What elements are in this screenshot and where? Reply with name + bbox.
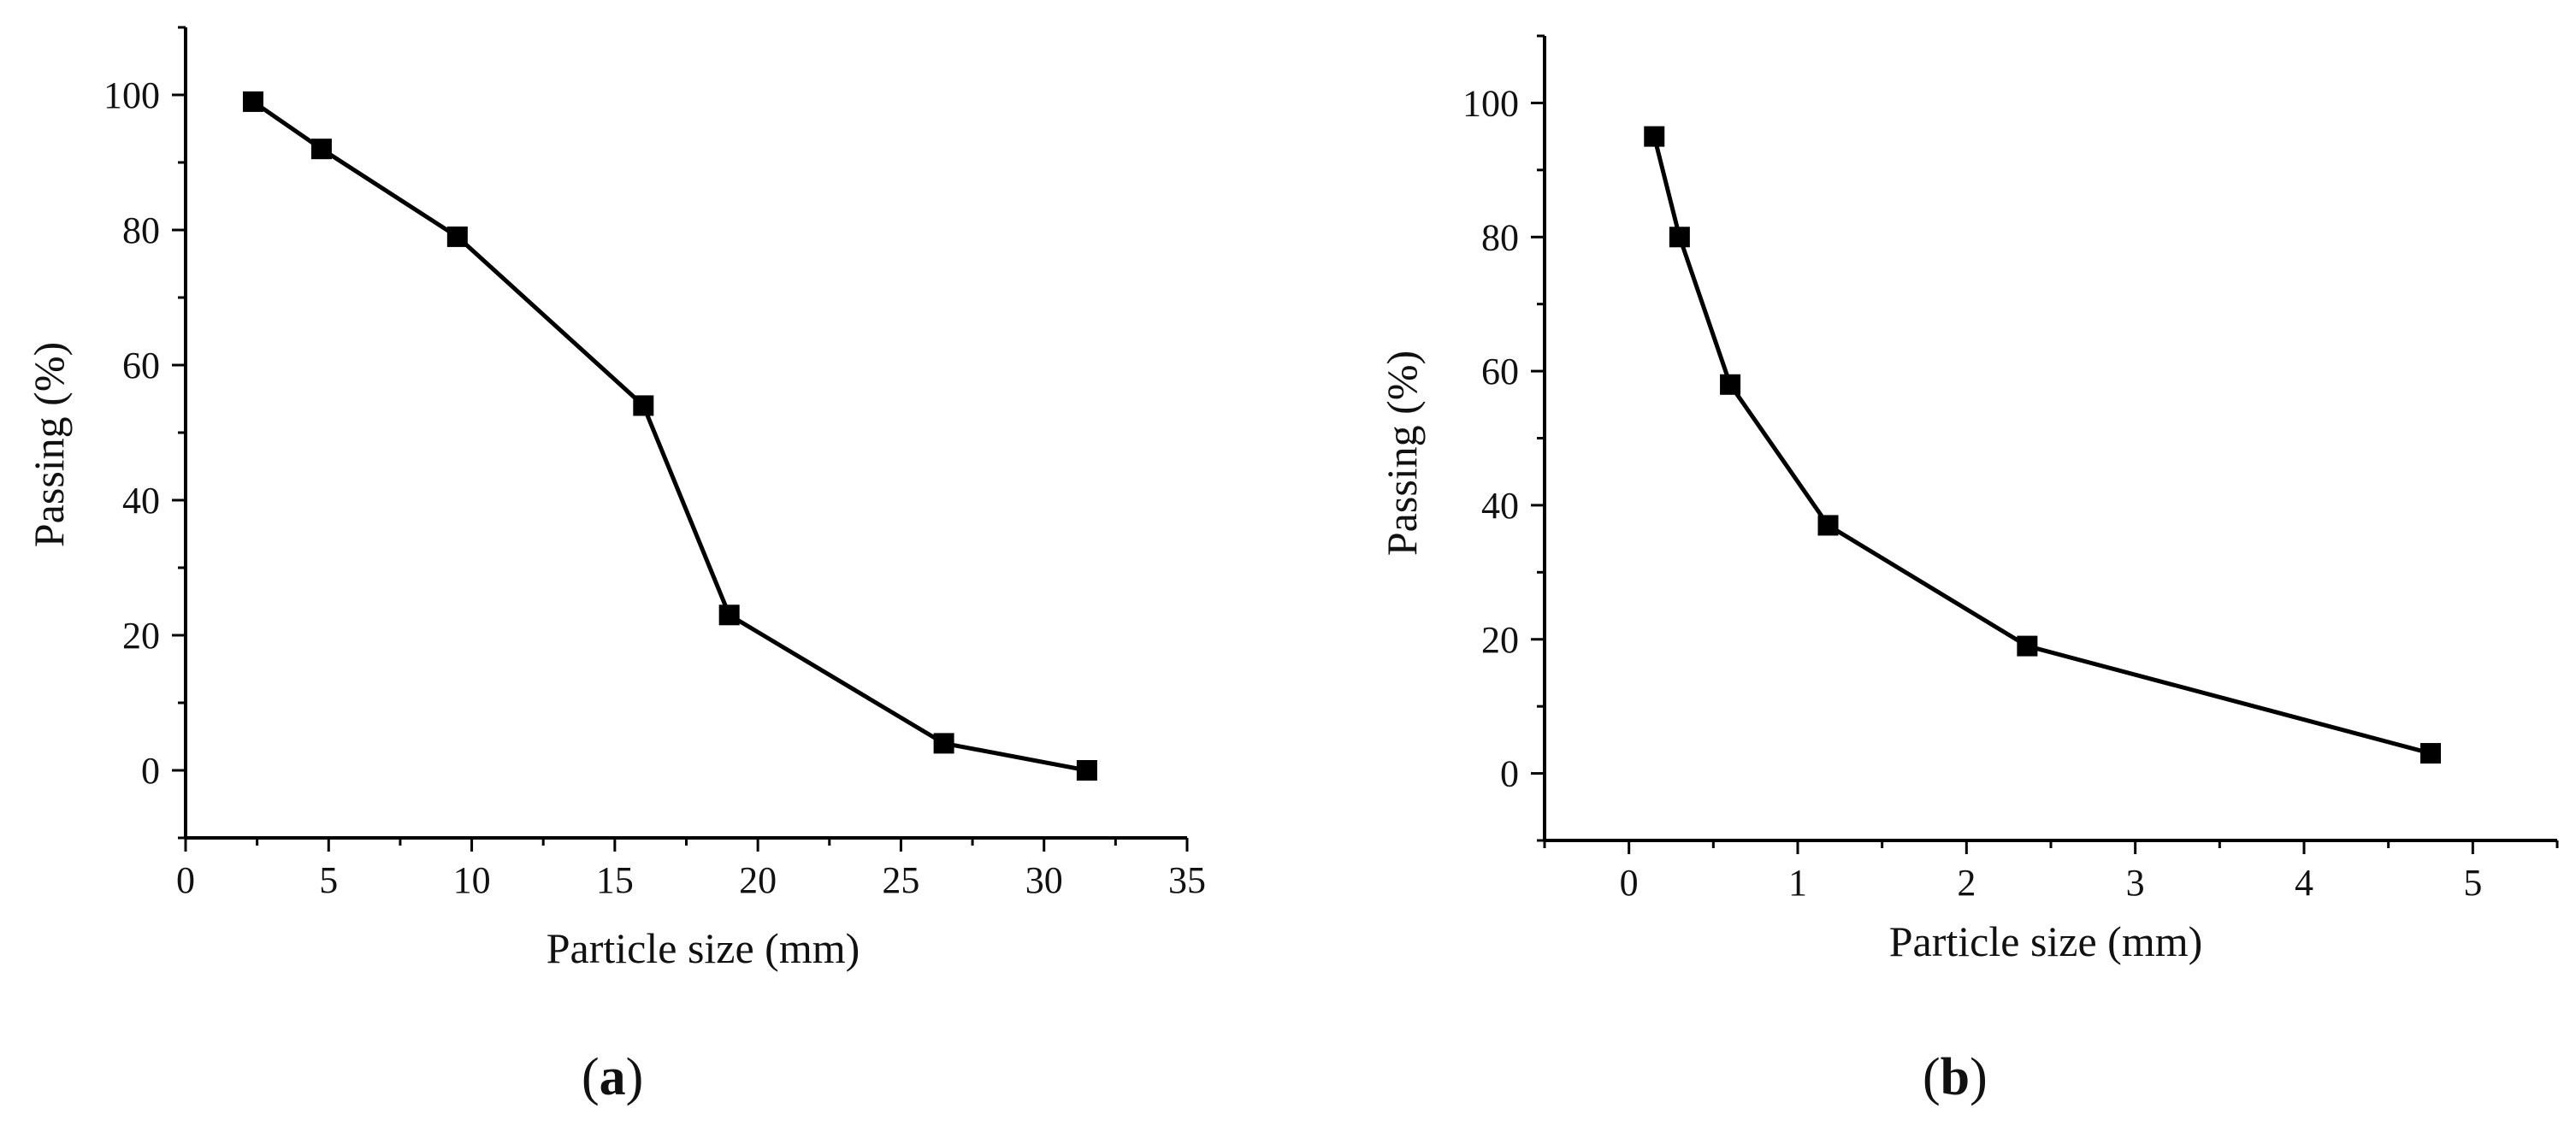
x-tick-label-a: 15: [596, 859, 634, 901]
data-point-a: [933, 733, 954, 754]
y-tick-label-a: 0: [141, 750, 160, 792]
panel-label-b: (b): [1923, 1048, 1988, 1106]
x-tick-label-a: 30: [1025, 859, 1063, 901]
y-tick-label-b: 40: [1481, 485, 1519, 527]
data-point-a: [446, 226, 468, 247]
series-line-b: [1651, 136, 2431, 756]
x-tick-label-a: 25: [882, 859, 919, 901]
y-tick-label-a: 40: [122, 480, 160, 522]
x-tick-label-a: 0: [176, 859, 195, 901]
data-point-a: [1076, 760, 1097, 781]
series-a: [242, 91, 1097, 781]
series-line-a: [251, 99, 1088, 773]
x-tick-label-b: 1: [1788, 862, 1807, 904]
x-tick-label-a: 5: [319, 859, 338, 901]
data-point-a: [310, 139, 332, 160]
y-tick-label-b: 80: [1481, 216, 1519, 258]
x-tick-label-a: 35: [1168, 859, 1206, 901]
data-point-b: [1669, 227, 1690, 248]
y-tick-label-b: 20: [1481, 619, 1519, 661]
series-b: [1644, 126, 2441, 764]
data-point-b: [1720, 374, 1741, 395]
y-tick-label-a: 20: [122, 615, 160, 657]
y-tick-label-a: 100: [103, 74, 160, 116]
x-tick-label-b: 5: [2463, 862, 2482, 904]
y-tick-label-b: 0: [1500, 753, 1519, 795]
y-axis-title-a: Passing (%): [25, 342, 73, 547]
x-tick-label-a: 20: [739, 859, 777, 901]
data-point-a: [718, 604, 740, 626]
x-tick-label-b: 0: [1620, 862, 1639, 904]
data-point-b: [2017, 635, 2038, 657]
data-point-b: [1817, 515, 1839, 536]
x-tick-label-b: 4: [2295, 862, 2313, 904]
data-point-a: [242, 91, 263, 112]
chart-b: 0 1 2 3 4 5 0 20 40 60 80 100 Particle size (mm) Pa…: [1378, 34, 2559, 1106]
data-point-a: [633, 395, 654, 416]
data-point-b: [2420, 743, 2441, 764]
axes-a: [184, 27, 1187, 840]
ticks-b: 0 1 2 3 4 5 0 20 40 60 80 100: [1462, 34, 2559, 904]
x-tick-label-b: 2: [1957, 862, 1976, 904]
data-point-b: [1644, 126, 1665, 147]
y-tick-label-a: 60: [122, 345, 160, 386]
y-tick-label-b: 100: [1462, 82, 1519, 124]
chart-a: 0 5 10 15 20 25 30 35 0 20 40 60 80 100 Particle size…: [25, 26, 1206, 1106]
y-tick-label-a: 80: [122, 209, 160, 251]
axes-b: [1543, 36, 2557, 842]
y-axis-title-b: Passing (%): [1378, 351, 1426, 556]
panel-label-a: (a): [582, 1048, 643, 1106]
y-tick-label-b: 60: [1481, 351, 1519, 392]
x-tick-label-b: 3: [2126, 862, 2145, 904]
x-axis-title-a: Particle size (mm): [547, 924, 860, 972]
ticks-a: 0 5 10 15 20 25 30 35 0 20 40 60 80 100: [103, 26, 1206, 901]
x-tick-label-a: 10: [453, 859, 491, 901]
x-axis-title-b: Particle size (mm): [1889, 917, 2203, 965]
